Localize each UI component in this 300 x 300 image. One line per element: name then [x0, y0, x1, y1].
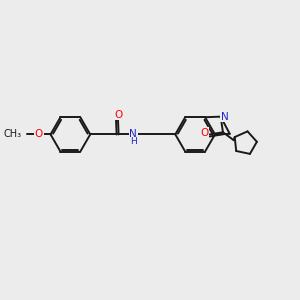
Text: O: O — [114, 110, 122, 120]
Text: N: N — [221, 112, 229, 122]
Text: CH₃: CH₃ — [4, 129, 22, 140]
Text: H: H — [130, 137, 137, 146]
Text: O: O — [200, 128, 208, 138]
Text: O: O — [34, 129, 43, 140]
Text: N: N — [130, 129, 137, 140]
